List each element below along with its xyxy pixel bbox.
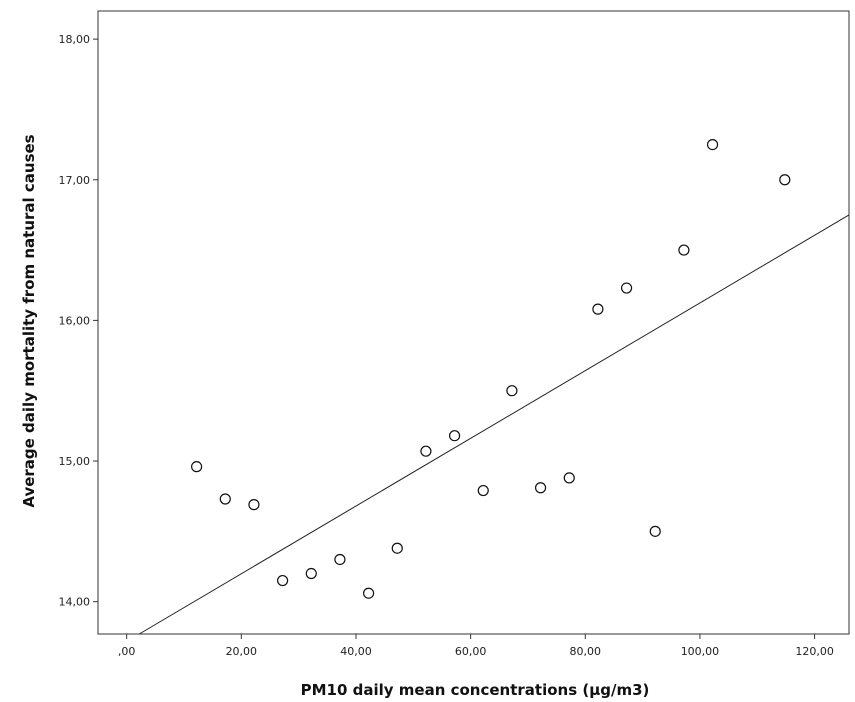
data-point	[191, 461, 203, 473]
y-tick-label: 15,00	[59, 455, 91, 468]
data-point	[391, 542, 403, 554]
plot-frame	[97, 10, 850, 635]
x-tick-label: 40,00	[340, 645, 372, 658]
data-point	[620, 282, 633, 294]
data-point	[678, 244, 690, 256]
data-point	[477, 484, 489, 497]
x-tick-label: 120,00	[795, 645, 834, 658]
y-tick-label: 18,00	[59, 33, 91, 46]
data-point	[248, 499, 260, 511]
x-tick-label: 100,00	[681, 645, 720, 658]
y-tick-label: 16,00	[59, 314, 91, 327]
data-points	[191, 139, 791, 599]
data-point	[305, 567, 317, 580]
data-point	[334, 553, 346, 566]
data-point	[420, 445, 432, 457]
data-point	[706, 139, 719, 151]
x-tick-label: 60,00	[455, 645, 487, 658]
data-point	[649, 525, 661, 537]
data-point	[276, 574, 289, 587]
data-point	[779, 174, 791, 186]
data-point	[219, 493, 231, 505]
data-point	[563, 472, 575, 484]
x-axis-title: PM10 daily mean concentrations (µg/m3)	[301, 681, 650, 699]
y-axis: 14,00 15,00 16,00 17,00 18,00	[59, 33, 98, 609]
data-point	[448, 430, 461, 442]
x-tick-label: ,00	[118, 645, 136, 658]
regression-line	[139, 214, 850, 635]
y-axis-title: Average daily mortality from natural cau…	[20, 134, 38, 507]
y-tick-label: 14,00	[59, 596, 91, 609]
data-point	[362, 587, 375, 599]
x-tick-label: 80,00	[570, 645, 602, 658]
data-point	[506, 385, 518, 397]
y-tick-label: 17,00	[59, 174, 91, 187]
x-axis: ,00 20,00 40,00 60,00 80,00 100,00 120,00	[118, 634, 834, 658]
data-point	[592, 303, 604, 315]
x-tick-label: 20,00	[226, 645, 258, 658]
data-point	[534, 482, 547, 494]
